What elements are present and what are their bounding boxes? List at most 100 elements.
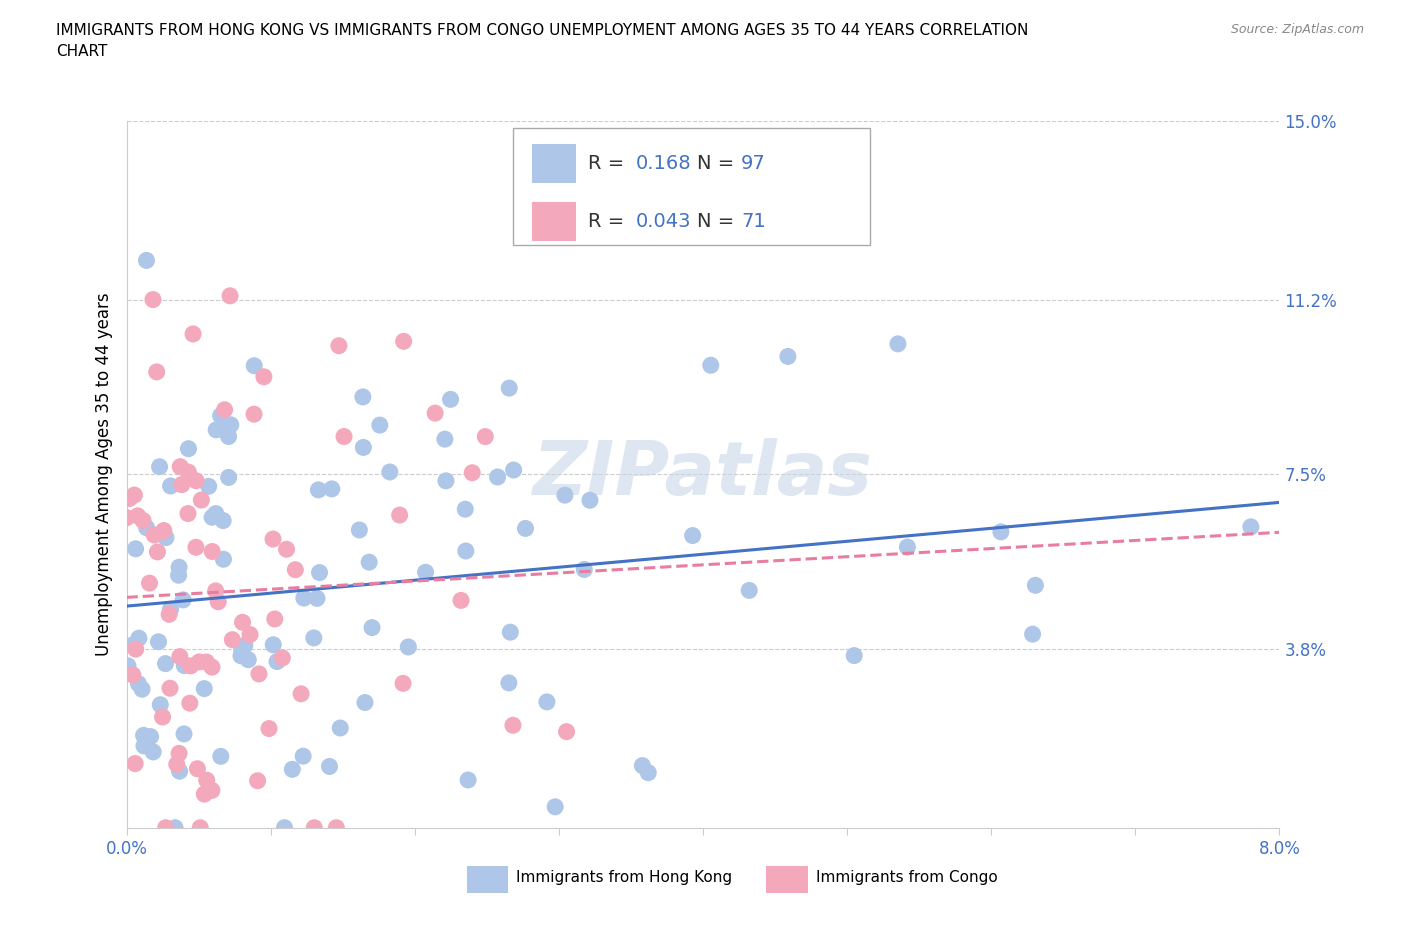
Point (474, 429, 496, 444)
Point (325, 820, 347, 835)
Point (142, 292, 165, 307)
Point (201, 510, 224, 525)
Point (276, 542, 298, 557)
Text: Immigrants from Hong Kong: Immigrants from Hong Kong (516, 870, 733, 884)
Point (166, 757, 188, 772)
Point (273, 820, 295, 835)
Point (554, 487, 576, 502)
Point (499, 625, 522, 640)
Point (229, 648, 252, 663)
Point (738, 583, 761, 598)
Point (207, 594, 229, 609)
Point (169, 764, 191, 778)
Point (131, 682, 153, 697)
Point (631, 758, 654, 773)
Point (219, 418, 242, 432)
Point (218, 470, 240, 485)
Point (1021, 627, 1043, 642)
Point (118, 491, 141, 506)
Point (155, 530, 177, 545)
Point (172, 592, 194, 607)
Point (321, 482, 343, 497)
Point (388, 508, 411, 523)
Text: 0.168: 0.168 (636, 153, 692, 173)
Point (205, 506, 228, 521)
Text: IMMIGRANTS FROM HONG KONG VS IMMIGRANTS FROM CONGO UNEMPLOYMENT AMONG AGES 35 TO: IMMIGRANTS FROM HONG KONG VS IMMIGRANTS … (56, 23, 1029, 38)
Point (142, 745, 165, 760)
Text: Immigrants from Congo: Immigrants from Congo (815, 870, 998, 884)
Text: N =: N = (697, 212, 734, 231)
Point (148, 634, 170, 649)
Point (195, 655, 218, 670)
Point (135, 253, 157, 268)
Bar (766, 866, 808, 893)
Point (502, 462, 524, 477)
Point (328, 339, 350, 353)
Bar (533, 144, 576, 182)
Point (305, 591, 328, 605)
Point (117, 658, 139, 673)
Point (149, 459, 172, 474)
Point (682, 528, 704, 543)
Point (152, 524, 174, 538)
Point (844, 648, 866, 663)
Point (190, 493, 212, 508)
Y-axis label: Unemployment Among Ages 35 to 44 years: Unemployment Among Ages 35 to 44 years (94, 293, 112, 656)
Text: N =: N = (697, 153, 734, 173)
Point (536, 695, 558, 710)
Point (454, 502, 477, 517)
Point (184, 539, 207, 554)
Point (115, 511, 138, 525)
Point (221, 632, 243, 647)
Point (135, 521, 157, 536)
Point (461, 465, 484, 480)
Point (188, 820, 211, 835)
Point (302, 631, 325, 645)
Point (896, 539, 918, 554)
Point (193, 787, 215, 802)
Point (486, 470, 509, 485)
Point (292, 591, 315, 605)
Point (179, 696, 201, 711)
Point (149, 698, 172, 712)
Point (253, 369, 276, 384)
Point (209, 408, 232, 423)
Point (145, 365, 167, 379)
Point (218, 429, 240, 444)
Point (233, 638, 256, 653)
Point (138, 576, 160, 591)
Point (271, 650, 294, 665)
Point (246, 773, 269, 788)
Point (329, 721, 352, 736)
Point (498, 675, 520, 690)
Text: R =: R = (588, 212, 624, 231)
Point (180, 658, 202, 673)
Point (349, 523, 371, 538)
Point (450, 593, 472, 608)
Point (143, 527, 166, 542)
Point (247, 667, 270, 682)
Point (266, 654, 288, 669)
Text: 71: 71 (741, 212, 766, 231)
FancyBboxPatch shape (513, 128, 870, 245)
Point (318, 759, 340, 774)
Point (232, 615, 254, 630)
Point (177, 441, 200, 456)
Point (188, 655, 211, 670)
Point (124, 756, 146, 771)
Point (1240, 519, 1263, 534)
Bar (467, 866, 508, 893)
Point (125, 642, 148, 657)
Point (132, 738, 155, 753)
Point (887, 337, 910, 352)
Point (396, 640, 419, 655)
Point (132, 728, 155, 743)
Point (159, 681, 181, 696)
Point (195, 773, 218, 788)
Point (201, 544, 224, 559)
Point (257, 721, 280, 736)
Point (212, 513, 235, 528)
Point (574, 562, 596, 577)
Point (378, 464, 401, 479)
Point (990, 525, 1012, 539)
